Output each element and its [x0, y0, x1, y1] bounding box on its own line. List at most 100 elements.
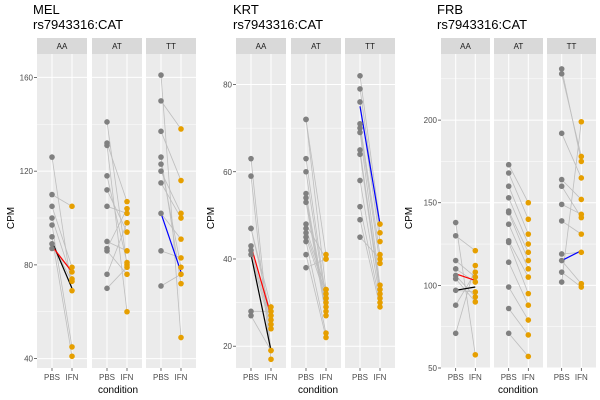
ifn-point [178, 280, 184, 287]
paired-line [561, 271, 582, 288]
paired-line [508, 286, 529, 321]
ifn-point [578, 175, 585, 181]
pbs-point [49, 241, 55, 247]
ifn-point [377, 230, 383, 236]
panel-background [547, 54, 596, 368]
paired-line [561, 121, 582, 283]
chart-title: MEL [33, 2, 60, 17]
ifn-point [525, 249, 532, 256]
ifn-point [268, 321, 274, 328]
ifn-point [69, 287, 75, 294]
facet-label: AT [311, 42, 321, 51]
pbs-point [158, 128, 164, 135]
paired-line [160, 182, 182, 219]
pbs-point [558, 269, 565, 275]
facet-panel-at: AT PBS IFN [494, 38, 543, 382]
facet-label: AT [112, 42, 122, 51]
facet-panel-tt: TT PBS IFN [345, 38, 395, 382]
ifn-point [578, 153, 585, 160]
pbs-point [505, 284, 512, 290]
x-tick-label: PBS [448, 373, 464, 382]
facet-label: TT [567, 42, 577, 51]
paired-line [305, 119, 327, 290]
pbs-point [357, 129, 363, 136]
y-tick-label: 60 [223, 168, 232, 177]
pbs-point [452, 287, 459, 294]
pbs-point [248, 155, 254, 162]
pbs-point [158, 161, 164, 167]
paired-line [455, 260, 476, 278]
ifn-point [323, 330, 329, 336]
ifn-point [578, 118, 585, 125]
pbs-point [452, 302, 459, 309]
facet-strip [494, 38, 543, 54]
paired-line [508, 224, 529, 270]
paired-line [455, 265, 476, 334]
data-marks [452, 219, 479, 358]
x-axis-label: condition [98, 385, 138, 396]
paired-line [508, 262, 529, 306]
paired-line [106, 208, 128, 249]
pbs-point [357, 120, 363, 127]
ifn-point [377, 295, 383, 302]
facet-panel-aa: AA PBS IFN [236, 38, 286, 382]
pbs-point [104, 187, 110, 193]
ifn-point [178, 210, 184, 217]
ifn-point [578, 249, 585, 256]
paired-line [359, 206, 381, 303]
y-axis-ticks: 40 80 120 160 [20, 73, 37, 364]
ifn-point [178, 271, 184, 278]
paired-line [305, 171, 327, 303]
pbs-point [303, 155, 309, 162]
pbs-point [505, 170, 512, 176]
ifn-point [178, 334, 184, 341]
x-axis-ticks: PBS IFN [298, 368, 333, 382]
x-tick-label: PBS [501, 373, 517, 382]
facet-label: AA [460, 42, 471, 51]
paired-line [51, 194, 73, 207]
pbs-point [104, 142, 110, 149]
paired-line [305, 223, 327, 260]
paired-line [250, 254, 272, 329]
paired-line [359, 180, 381, 299]
x-axis-ticks: PBS IFN [243, 368, 278, 382]
pbs-point [248, 243, 254, 249]
paired-line [508, 210, 529, 253]
ifn-point [525, 290, 532, 297]
paired-line [455, 235, 476, 251]
ifn-point [323, 291, 329, 297]
ifn-point [377, 221, 383, 227]
facet-panel-aa: AA PBS IFN [37, 38, 87, 382]
paired-line [160, 75, 182, 338]
pbs-point [104, 248, 110, 254]
pbs-point [303, 230, 309, 236]
ifn-point [268, 347, 274, 354]
paired-line [508, 308, 529, 336]
ifn-point [525, 266, 532, 272]
pbs-point [357, 125, 363, 131]
pbs-point [49, 191, 55, 198]
facet-strip [37, 38, 87, 54]
highlight-line [455, 273, 476, 281]
ifn-point [178, 215, 184, 221]
pbs-point [248, 312, 254, 319]
ifn-point [377, 282, 383, 288]
paired-line [51, 224, 73, 347]
y-tick-label: 150 [424, 199, 438, 208]
pbs-point [452, 257, 459, 264]
ifn-point [472, 294, 479, 300]
pbs-point [558, 257, 565, 264]
ifn-point [178, 264, 184, 271]
facet-strip [92, 38, 142, 54]
facet-strip [146, 38, 196, 54]
facet-label: TT [365, 42, 375, 51]
pbs-point [248, 173, 254, 179]
x-tick-label: IFN [320, 373, 333, 382]
ifn-point [323, 334, 329, 341]
paired-line [160, 273, 182, 287]
x-tick-label: PBS [554, 373, 570, 382]
ifn-point [578, 231, 585, 237]
pbs-point [49, 203, 55, 210]
data-marks [49, 154, 75, 360]
paired-line [106, 121, 128, 265]
